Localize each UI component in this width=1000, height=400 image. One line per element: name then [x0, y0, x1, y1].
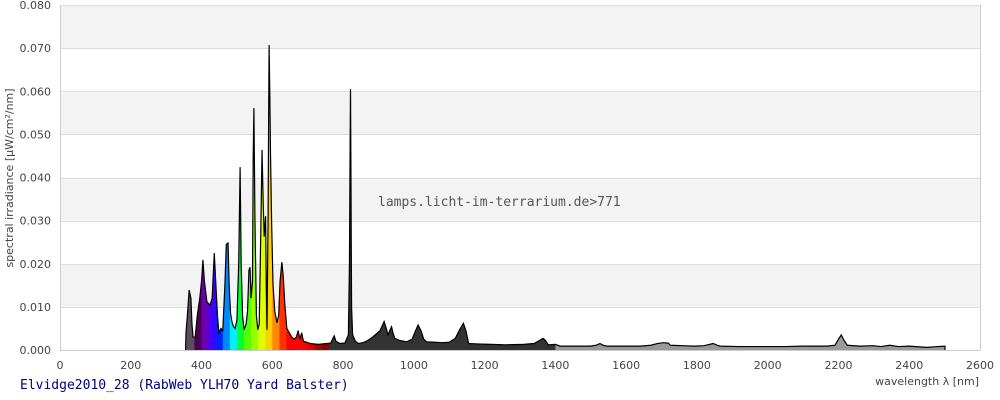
x-tick-label: 2600	[966, 359, 994, 372]
chart-title: Elvidge2010_28 (RabWeb YLH70 Yard Balste…	[20, 378, 349, 393]
x-tick-label: 1600	[612, 359, 640, 372]
y-tick-label: 0.070	[20, 42, 52, 55]
grid-band	[60, 263, 980, 307]
x-tick-label: 1200	[471, 359, 499, 372]
x-tick-label: 2400	[895, 359, 923, 372]
spectrum-line	[185, 45, 946, 351]
watermark: lamps.licht-im-terrarium.de>771	[378, 195, 621, 210]
grid-band	[60, 177, 980, 221]
x-tick-label: 1000	[400, 359, 428, 372]
x-ticks: 0 200 400 600 800 1000 1200 1400 1600 1800 2000 220…	[57, 359, 995, 372]
x-tick-label: 0	[57, 359, 64, 372]
grid-band	[60, 48, 980, 92]
y-tick-label: 0.050	[20, 128, 52, 141]
x-tick-label: 800	[333, 359, 354, 372]
x-tick-label: 200	[120, 359, 141, 372]
plot-background	[60, 5, 980, 350]
x-tick-label: 600	[262, 359, 283, 372]
x-tick-label: 2000	[754, 359, 782, 372]
x-tick-label: 1800	[683, 359, 711, 372]
grid-band	[60, 134, 980, 178]
y-tick-label: 0.030	[20, 215, 52, 228]
y-tick-label: 0.000	[20, 344, 52, 357]
y-tick-label: 0.040	[20, 172, 52, 185]
x-tick-label: 1400	[541, 359, 569, 372]
color-band	[265, 45, 273, 350]
y-axis-label: spectral irradiance [µW/cm²/nm]	[3, 88, 16, 267]
y-ticks: 0.000 0.010 0.020 0.030 0.040 0.050 0.060 0.070…	[20, 0, 52, 357]
x-tick-label: 2200	[824, 359, 852, 372]
grid-band	[60, 220, 980, 264]
grid-band	[60, 91, 980, 135]
x-tick-label: 400	[191, 359, 212, 372]
y-tick-label: 0.080	[20, 0, 52, 12]
y-tick-label: 0.060	[20, 85, 52, 98]
y-tick-label: 0.020	[20, 258, 52, 271]
x-axis-label: wavelength λ [nm]	[875, 375, 979, 388]
y-tick-label: 0.010	[20, 301, 52, 314]
grid-band	[60, 5, 980, 49]
